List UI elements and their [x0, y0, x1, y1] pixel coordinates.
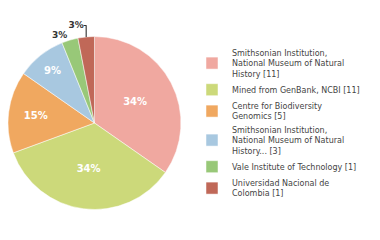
svg-text:Smithsonian Institution,Nation: Smithsonian Institution,National Museum … [232, 126, 344, 156]
svg-text:Centre for BiodiversityGenomic: Centre for BiodiversityGenomics [5] [232, 102, 322, 121]
svg-text:9%: 9% [44, 65, 61, 76]
svg-text:Smithsonian Institution,Nation: Smithsonian Institution,National Museum … [232, 49, 344, 79]
svg-text:Vale Institute of Technology [: Vale Institute of Technology [1] [232, 163, 356, 172]
svg-text:3%: 3% [52, 30, 67, 40]
svg-text:3%: 3% [68, 20, 83, 30]
svg-text:34%: 34% [77, 163, 101, 174]
svg-text:Mined from GenBank, NCBI [11]: Mined from GenBank, NCBI [11] [232, 86, 360, 95]
svg-text:Universidad Nacional deColombi: Universidad Nacional deColombia [1] [232, 179, 329, 198]
svg-text:15%: 15% [24, 110, 48, 121]
svg-text:34%: 34% [123, 96, 147, 107]
